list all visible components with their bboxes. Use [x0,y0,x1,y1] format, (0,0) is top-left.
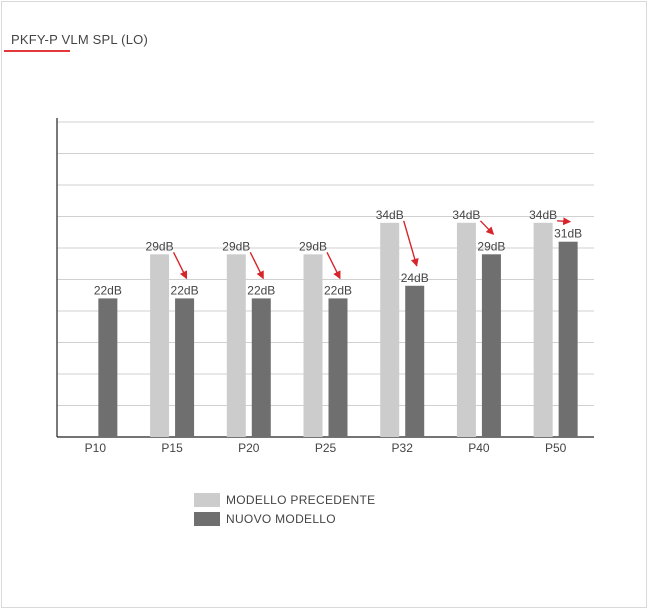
data-label-previous: 34dB [376,208,404,222]
bar-new [251,298,271,437]
change-arrow [172,251,188,280]
data-label-new: 22dB [247,283,275,297]
data-label-new: 24dB [401,271,429,285]
data-label-previous: 29dB [146,239,174,253]
data-label-previous: 34dB [452,208,480,222]
change-arrow [557,217,572,226]
bar-previous [150,254,170,437]
bar-previous [456,222,476,437]
x-tick-label: P15 [161,441,183,455]
legend-item-previous: MODELLO PRECEDENTE [194,491,375,509]
data-label-new: 22dB [324,283,352,297]
change-arrow [249,251,264,280]
data-label-new: 22dB [94,283,122,297]
data-label-previous: 29dB [299,239,327,253]
x-tick-label: P20 [238,441,260,455]
x-tick-label: P32 [392,441,414,455]
change-arrow [326,251,341,280]
bar-new [405,285,425,437]
legend: MODELLO PRECEDENTE NUOVO MODELLO [194,491,375,529]
legend-label-previous: MODELLO PRECEDENTE [226,493,376,507]
legend-swatch-previous [194,493,220,507]
data-label-new: 22dB [171,283,199,297]
legend-swatch-new [194,512,220,526]
data-label-previous: 29dB [222,239,250,253]
data-label-new: 29dB [477,239,505,253]
bar-previous [533,222,553,437]
bar-previous [226,254,246,437]
bar-new [328,298,348,437]
x-tick-label: P50 [545,441,567,455]
data-label-new: 31dB [554,227,582,241]
change-arrow [479,220,495,236]
bar-previous [303,254,323,437]
legend-item-new: NUOVO MODELLO [194,510,375,528]
x-tick-label: P10 [85,441,107,455]
change-arrow [403,220,419,267]
title-accent-underline [4,50,70,52]
bar-new [558,241,578,437]
x-tick-label: P40 [468,441,490,455]
data-label-previous: 34dB [529,208,557,222]
bar-previous [380,222,400,437]
bar-new [175,298,195,437]
bar-new [481,254,501,437]
legend-label-new: NUOVO MODELLO [226,512,336,526]
chart-title: PKFY-P VLM SPL (LO) [11,32,148,47]
x-tick-label: P25 [315,441,337,455]
bar-new [98,298,118,437]
